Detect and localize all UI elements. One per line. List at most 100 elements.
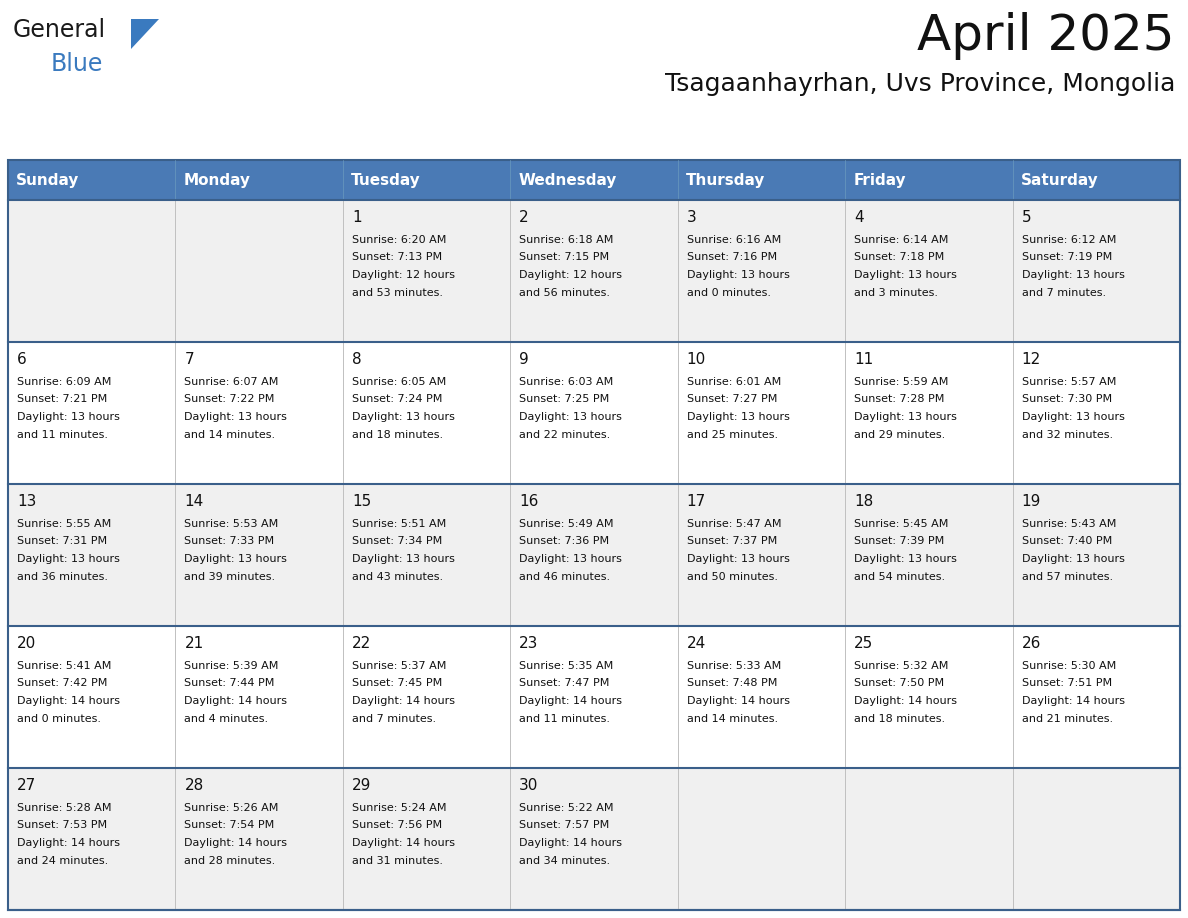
- Text: Sunset: 7:57 PM: Sunset: 7:57 PM: [519, 821, 609, 831]
- Text: Sunrise: 6:01 AM: Sunrise: 6:01 AM: [687, 377, 781, 387]
- Text: and 11 minutes.: and 11 minutes.: [17, 430, 108, 440]
- Text: 28: 28: [184, 778, 203, 793]
- Text: 11: 11: [854, 352, 873, 367]
- Bar: [677, 768, 845, 910]
- Text: Sunset: 7:19 PM: Sunset: 7:19 PM: [1022, 252, 1112, 263]
- Text: Sunset: 7:27 PM: Sunset: 7:27 PM: [687, 395, 777, 405]
- Text: Daylight: 13 hours: Daylight: 13 hours: [17, 554, 120, 564]
- Bar: [176, 200, 343, 342]
- Text: Sunset: 7:44 PM: Sunset: 7:44 PM: [184, 678, 274, 688]
- Text: 30: 30: [519, 778, 538, 793]
- Text: Daylight: 14 hours: Daylight: 14 hours: [352, 838, 455, 848]
- Text: Sunrise: 5:28 AM: Sunrise: 5:28 AM: [17, 803, 112, 813]
- Text: Sunset: 7:21 PM: Sunset: 7:21 PM: [17, 395, 107, 405]
- Text: Daylight: 14 hours: Daylight: 14 hours: [1022, 696, 1125, 706]
- Text: 3: 3: [687, 210, 696, 225]
- Text: and 14 minutes.: and 14 minutes.: [687, 713, 778, 723]
- Bar: [511, 484, 677, 626]
- Bar: [343, 626, 511, 768]
- Text: Sunset: 7:47 PM: Sunset: 7:47 PM: [519, 678, 609, 688]
- Text: Monday: Monday: [184, 173, 251, 187]
- Text: Daylight: 13 hours: Daylight: 13 hours: [854, 554, 958, 564]
- Text: 13: 13: [17, 494, 37, 509]
- Text: Sunrise: 6:16 AM: Sunrise: 6:16 AM: [687, 235, 781, 245]
- Text: Daylight: 14 hours: Daylight: 14 hours: [519, 838, 623, 848]
- Text: Daylight: 13 hours: Daylight: 13 hours: [687, 412, 790, 422]
- Text: Sunset: 7:51 PM: Sunset: 7:51 PM: [1022, 678, 1112, 688]
- Text: Sunrise: 6:07 AM: Sunrise: 6:07 AM: [184, 377, 279, 387]
- Text: and 43 minutes.: and 43 minutes.: [352, 572, 443, 581]
- Text: Sunrise: 5:24 AM: Sunrise: 5:24 AM: [352, 803, 447, 813]
- Text: Sunrise: 5:55 AM: Sunrise: 5:55 AM: [17, 519, 112, 529]
- Text: Daylight: 14 hours: Daylight: 14 hours: [184, 696, 287, 706]
- Text: Sunset: 7:56 PM: Sunset: 7:56 PM: [352, 821, 442, 831]
- Bar: [8, 200, 176, 342]
- Text: Sunrise: 6:20 AM: Sunrise: 6:20 AM: [352, 235, 447, 245]
- Text: and 7 minutes.: and 7 minutes.: [1022, 287, 1106, 297]
- Text: and 0 minutes.: and 0 minutes.: [687, 287, 771, 297]
- Bar: [845, 342, 1012, 484]
- Text: and 0 minutes.: and 0 minutes.: [17, 713, 101, 723]
- Text: Sunrise: 6:12 AM: Sunrise: 6:12 AM: [1022, 235, 1116, 245]
- Bar: [8, 342, 176, 484]
- Text: Sunset: 7:18 PM: Sunset: 7:18 PM: [854, 252, 944, 263]
- Text: April 2025: April 2025: [917, 12, 1175, 60]
- Text: and 57 minutes.: and 57 minutes.: [1022, 572, 1113, 581]
- Text: Sunrise: 5:22 AM: Sunrise: 5:22 AM: [519, 803, 614, 813]
- Bar: [677, 626, 845, 768]
- Text: and 22 minutes.: and 22 minutes.: [519, 430, 611, 440]
- Text: General: General: [13, 18, 106, 42]
- Text: 22: 22: [352, 636, 371, 651]
- Bar: [8, 160, 1180, 910]
- Text: and 28 minutes.: and 28 minutes.: [184, 856, 276, 866]
- Text: Daylight: 14 hours: Daylight: 14 hours: [17, 838, 120, 848]
- Text: 8: 8: [352, 352, 361, 367]
- Bar: [677, 484, 845, 626]
- Text: Sunrise: 5:39 AM: Sunrise: 5:39 AM: [184, 661, 279, 671]
- Text: and 11 minutes.: and 11 minutes.: [519, 713, 611, 723]
- Text: 17: 17: [687, 494, 706, 509]
- Text: and 34 minutes.: and 34 minutes.: [519, 856, 611, 866]
- Text: 23: 23: [519, 636, 538, 651]
- Text: Sunset: 7:24 PM: Sunset: 7:24 PM: [352, 395, 442, 405]
- Text: Blue: Blue: [51, 52, 103, 76]
- Text: 6: 6: [17, 352, 27, 367]
- Text: Sunset: 7:30 PM: Sunset: 7:30 PM: [1022, 395, 1112, 405]
- Bar: [343, 768, 511, 910]
- Text: and 21 minutes.: and 21 minutes.: [1022, 713, 1113, 723]
- Text: 14: 14: [184, 494, 203, 509]
- Text: and 25 minutes.: and 25 minutes.: [687, 430, 778, 440]
- Text: 20: 20: [17, 636, 37, 651]
- Text: Daylight: 13 hours: Daylight: 13 hours: [854, 270, 958, 280]
- Text: Daylight: 13 hours: Daylight: 13 hours: [1022, 270, 1125, 280]
- Text: Thursday: Thursday: [687, 173, 765, 187]
- Polygon shape: [131, 19, 159, 49]
- Bar: [8, 160, 176, 200]
- Text: 24: 24: [687, 636, 706, 651]
- Bar: [511, 342, 677, 484]
- Text: Sunrise: 5:32 AM: Sunrise: 5:32 AM: [854, 661, 948, 671]
- Text: 26: 26: [1022, 636, 1041, 651]
- Text: Sunrise: 5:45 AM: Sunrise: 5:45 AM: [854, 519, 948, 529]
- Bar: [8, 768, 176, 910]
- Text: Daylight: 14 hours: Daylight: 14 hours: [184, 838, 287, 848]
- Text: and 24 minutes.: and 24 minutes.: [17, 856, 108, 866]
- Bar: [176, 484, 343, 626]
- Text: and 39 minutes.: and 39 minutes.: [184, 572, 276, 581]
- Text: and 7 minutes.: and 7 minutes.: [352, 713, 436, 723]
- Text: Daylight: 13 hours: Daylight: 13 hours: [519, 554, 623, 564]
- Text: Sunrise: 5:37 AM: Sunrise: 5:37 AM: [352, 661, 447, 671]
- Text: and 32 minutes.: and 32 minutes.: [1022, 430, 1113, 440]
- Text: 1: 1: [352, 210, 361, 225]
- Text: Daylight: 12 hours: Daylight: 12 hours: [352, 270, 455, 280]
- Text: Sunday: Sunday: [17, 173, 80, 187]
- Bar: [343, 160, 511, 200]
- Bar: [8, 626, 176, 768]
- Text: 21: 21: [184, 636, 203, 651]
- Text: 25: 25: [854, 636, 873, 651]
- Text: 9: 9: [519, 352, 529, 367]
- Bar: [677, 200, 845, 342]
- Text: and 50 minutes.: and 50 minutes.: [687, 572, 778, 581]
- Text: Sunset: 7:28 PM: Sunset: 7:28 PM: [854, 395, 944, 405]
- Text: 16: 16: [519, 494, 538, 509]
